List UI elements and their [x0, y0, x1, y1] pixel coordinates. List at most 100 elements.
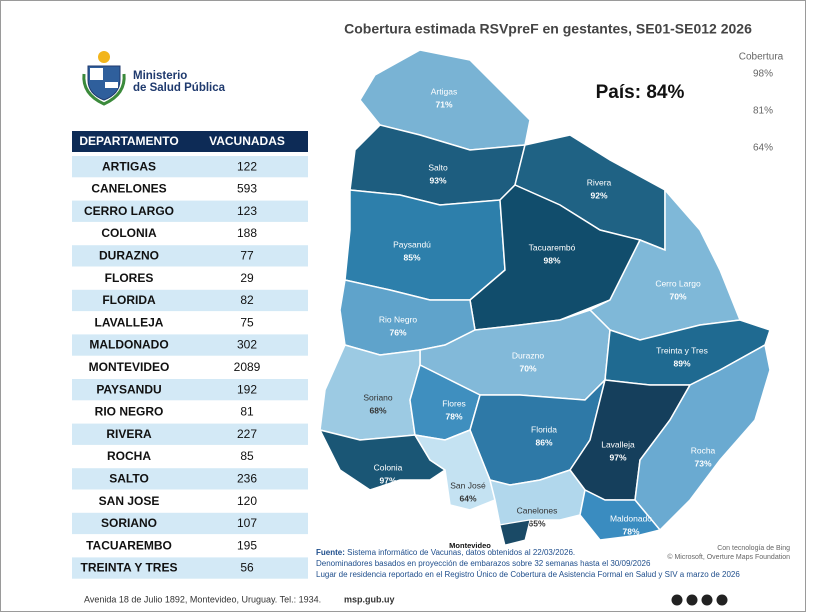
vaccinated-cell: 85 — [240, 449, 254, 463]
department-name: Florida — [531, 424, 557, 434]
department-cell: LAVALLEJA — [95, 315, 164, 329]
note-label: Fuente: — [316, 548, 345, 557]
department-name: Durazno — [512, 350, 544, 360]
footer-address: Avenida 18 de Julio 1892, Montevideo, Ur… — [84, 594, 321, 604]
department-name: Treinta y Tres — [656, 345, 708, 355]
department-coverage: 92% — [590, 190, 607, 200]
department-cell: MONTEVIDEO — [89, 360, 170, 374]
vaccinated-cell: 77 — [240, 249, 254, 263]
map: Artigas 71% Salto 93% Rivera 92% Paysandú 85% Ta… — [318, 49, 771, 550]
legend-label: 98% — [753, 69, 773, 80]
department-cell: MALDONADO — [89, 338, 168, 352]
vaccinated-cell: 120 — [237, 494, 257, 508]
vaccinated-cell: 107 — [237, 516, 257, 530]
department-name: Rio Negro — [379, 314, 418, 324]
table-row — [72, 245, 308, 267]
note: Lugar de residencia reportado en el Regi… — [316, 570, 740, 579]
department-name: Flores — [442, 398, 466, 408]
table-row — [72, 557, 308, 579]
vaccinated-cell: 56 — [240, 561, 254, 575]
table-row — [72, 401, 308, 423]
department-cell: RIO NEGRO — [95, 405, 164, 419]
department-cell: SAN JOSE — [99, 494, 160, 508]
table-row — [72, 312, 308, 334]
department-coverage: 73% — [694, 458, 711, 468]
department — [579, 488, 662, 541]
department-coverage: 89% — [673, 358, 690, 368]
legend-title: Cobertura — [739, 52, 784, 63]
table-row — [72, 334, 308, 356]
vaccinated-cell: 122 — [237, 159, 257, 173]
vaccinated-cell: 188 — [237, 226, 257, 240]
legend-label: 64% — [753, 143, 773, 154]
department-name: Salto — [428, 162, 448, 172]
table-row — [72, 178, 308, 200]
department — [318, 428, 447, 491]
table-row — [72, 356, 308, 378]
footer-site[interactable]: msp.gub.uy — [344, 594, 395, 604]
department-cell: RIVERA — [106, 427, 152, 441]
vaccinated-cell: 593 — [237, 182, 257, 196]
table-row — [72, 267, 308, 289]
vaccinated-cell: 123 — [237, 204, 257, 218]
department-cell: FLORES — [105, 271, 154, 285]
vaccinated-cell: 302 — [237, 338, 257, 352]
department-coverage: 70% — [519, 363, 536, 373]
vaccinated-cell: 75 — [240, 315, 254, 329]
table-row — [72, 535, 308, 557]
department-coverage: 97% — [609, 452, 626, 462]
department-coverage: 70% — [669, 291, 686, 301]
ministry: Ministerio — [133, 70, 187, 82]
department-cell: TREINTA Y TRES — [81, 561, 178, 575]
note: Fuente: Sistema informático de Vacunas, … — [316, 548, 575, 557]
montevideo — [499, 519, 531, 546]
table-row — [72, 490, 308, 512]
vaccinated-cell: 192 — [237, 382, 257, 396]
department-name: Colonia — [374, 462, 403, 472]
department — [413, 429, 496, 511]
department-name: San José — [450, 480, 486, 490]
department-coverage: 78% — [622, 526, 639, 536]
department-coverage: 85% — [403, 252, 420, 262]
department-coverage: 98% — [543, 255, 560, 265]
table-row — [72, 423, 308, 445]
department-coverage: 76% — [389, 327, 406, 337]
department-name: Soriano — [363, 392, 393, 402]
department-name: Paysandú — [393, 239, 431, 249]
table-row — [72, 289, 308, 312]
vaccinated-cell: 2089 — [234, 360, 261, 374]
table-row — [72, 512, 308, 535]
department-cell: ARTIGAS — [102, 159, 156, 173]
header-cell: DEPARTAMENTO — [79, 134, 178, 148]
vaccinated-cell: 195 — [237, 538, 257, 552]
department-name: Artigas — [431, 86, 457, 96]
montevideo-label: Montevideo — [449, 541, 491, 550]
department-cell: SORIANO — [101, 516, 157, 530]
table-row — [72, 222, 308, 245]
department-name: Canelones — [517, 505, 558, 515]
department-cell: DURAZNO — [99, 249, 159, 263]
table-row — [72, 379, 308, 401]
department-cell: COLONIA — [101, 226, 157, 240]
title: Cobertura estimada RSVpreF en gestantes,… — [344, 21, 752, 37]
note: Denominadores basados en proyección de e… — [316, 559, 651, 568]
department-coverage: 64% — [459, 493, 476, 503]
department-cell: SALTO — [109, 472, 149, 486]
department-cell: CERRO LARGO — [84, 204, 174, 218]
table-row — [72, 468, 308, 490]
vaccinated-cell: 81 — [240, 405, 254, 419]
department-coverage: 78% — [445, 411, 462, 421]
department-coverage: 65% — [528, 518, 545, 528]
social-icons[interactable] — [671, 594, 728, 606]
department-cell: FLORIDA — [102, 293, 156, 307]
legend-label: 81% — [753, 106, 773, 117]
department-coverage: 86% — [535, 437, 552, 447]
country-coverage: País: 84% — [596, 82, 685, 103]
department-coverage: 93% — [429, 175, 446, 185]
credit: © Microsoft, Overture Maps Foundation — [667, 553, 790, 561]
vaccinated-cell: 29 — [240, 271, 254, 285]
table-row — [72, 200, 308, 222]
credit: Con tecnología de Bing — [717, 545, 790, 552]
